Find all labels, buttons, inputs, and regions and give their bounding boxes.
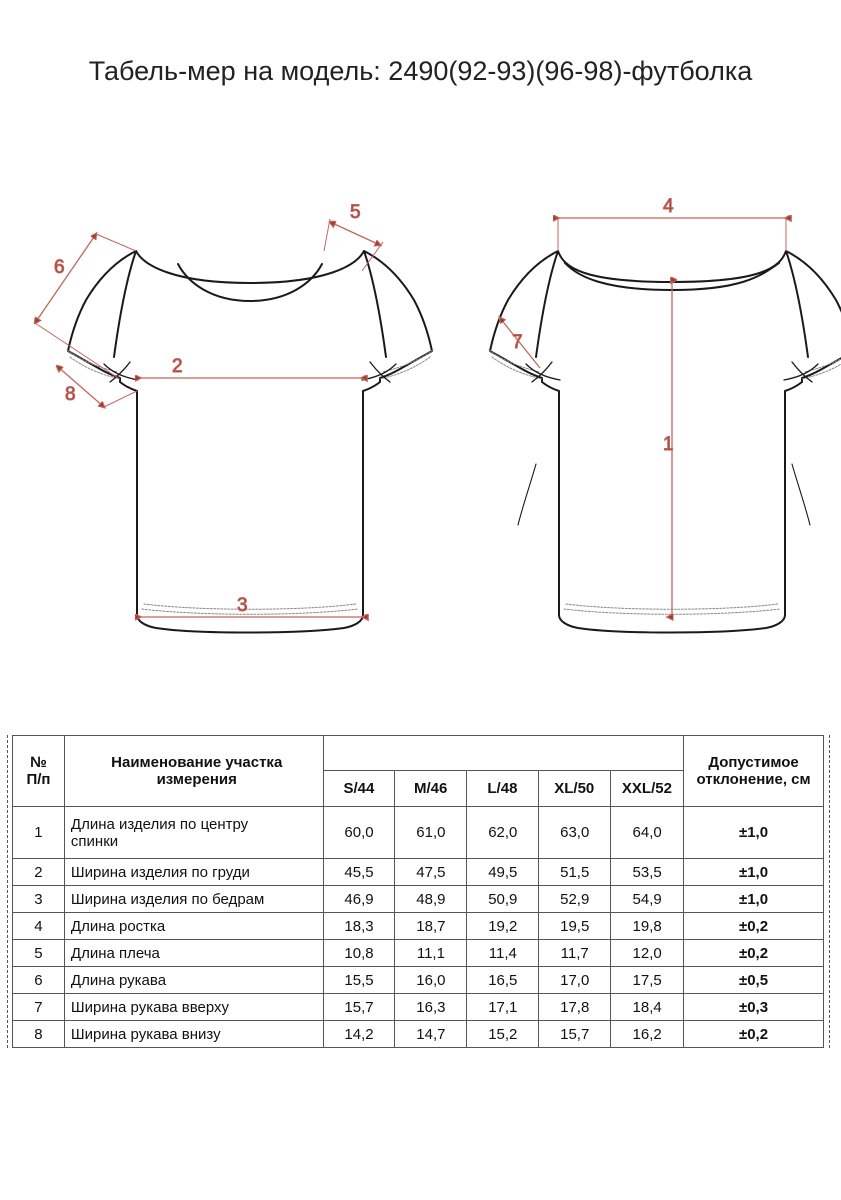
svg-text:2: 2 [172,356,183,377]
svg-text:1: 1 [663,434,674,455]
svg-text:6: 6 [54,257,65,278]
svg-text:4: 4 [663,196,674,217]
svg-text:5: 5 [350,202,361,223]
svg-text:3: 3 [237,595,248,616]
svg-text:8: 8 [65,384,76,405]
svg-text:7: 7 [512,332,523,353]
